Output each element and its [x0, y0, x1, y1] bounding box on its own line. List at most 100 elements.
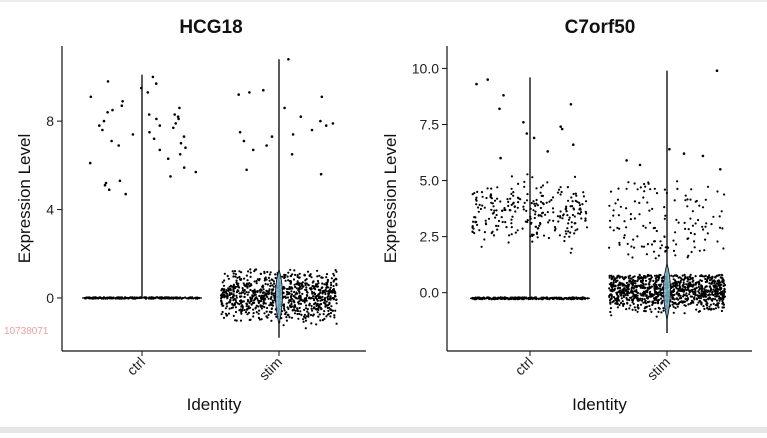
top-strip — [0, 0, 767, 2]
data-point — [301, 281, 304, 284]
data-point — [640, 245, 644, 248]
data-point — [301, 292, 304, 295]
data-point — [283, 309, 286, 312]
data-point-high — [169, 175, 172, 178]
data-point — [254, 307, 257, 310]
data-point — [569, 205, 572, 208]
data-point — [559, 186, 562, 189]
data-point — [305, 290, 309, 293]
data-point — [298, 284, 301, 287]
data-point — [541, 211, 545, 214]
data-point — [333, 316, 336, 319]
data-point — [684, 227, 687, 230]
data-point-high — [237, 93, 240, 96]
group-stim — [608, 69, 727, 334]
data-point — [617, 187, 620, 190]
data-point — [311, 290, 314, 294]
data-point — [332, 288, 335, 291]
data-point — [227, 289, 230, 292]
data-point — [243, 292, 246, 295]
data-point — [239, 299, 242, 302]
data-point — [481, 204, 484, 207]
data-point — [720, 309, 724, 313]
data-point — [649, 188, 652, 191]
data-point — [552, 211, 555, 214]
data-point — [659, 293, 663, 296]
data-point — [708, 274, 711, 277]
data-point — [693, 233, 696, 236]
data-point — [657, 274, 661, 278]
data-point — [694, 222, 697, 225]
data-point — [655, 315, 658, 318]
data-point — [232, 285, 235, 288]
data-point — [264, 276, 267, 279]
data-point — [686, 277, 690, 280]
data-point — [709, 287, 713, 290]
data-point — [531, 240, 534, 243]
data-point — [654, 301, 657, 304]
data-point — [636, 291, 640, 295]
data-point — [231, 296, 235, 299]
data-point — [718, 297, 721, 300]
data-point — [248, 285, 251, 288]
data-point — [687, 303, 690, 306]
data-point — [233, 303, 236, 306]
data-point — [642, 245, 646, 248]
data-point — [298, 306, 301, 310]
data-point — [651, 207, 654, 210]
data-point-high — [502, 94, 505, 97]
data-point — [539, 206, 543, 210]
data-point — [270, 291, 273, 294]
data-point — [682, 278, 685, 281]
data-point — [659, 240, 662, 243]
data-point — [293, 306, 296, 309]
data-point — [616, 303, 619, 306]
data-point — [330, 308, 333, 312]
data-point — [721, 302, 724, 305]
data-point — [542, 234, 546, 237]
data-point — [644, 310, 647, 313]
data-point — [475, 203, 478, 206]
data-point — [238, 303, 241, 306]
data-point — [721, 306, 724, 309]
data-point — [706, 185, 710, 188]
data-point — [299, 295, 302, 298]
data-point — [687, 228, 690, 231]
data-point — [661, 294, 664, 298]
data-point — [682, 290, 686, 293]
data-point — [675, 243, 678, 246]
data-point — [540, 186, 543, 189]
data-point — [269, 284, 272, 288]
data-point — [670, 274, 673, 277]
data-point — [567, 218, 571, 221]
data-point — [306, 270, 310, 273]
data-point — [684, 199, 687, 202]
data-point — [309, 313, 313, 317]
data-point — [634, 309, 637, 312]
data-point — [700, 301, 703, 304]
data-point — [257, 301, 260, 304]
data-point — [256, 297, 259, 300]
data-point — [632, 238, 635, 241]
data-point — [270, 278, 273, 281]
data-point — [306, 310, 309, 313]
data-point — [703, 249, 706, 252]
data-point — [621, 303, 625, 306]
data-point — [709, 282, 712, 285]
data-point — [225, 292, 228, 295]
data-point — [247, 291, 250, 294]
data-point — [681, 274, 684, 277]
data-point — [317, 306, 320, 309]
data-point — [239, 319, 243, 322]
data-point-high — [265, 144, 268, 147]
data-point — [299, 302, 302, 305]
data-point — [537, 214, 540, 217]
data-point — [676, 187, 679, 190]
data-point — [523, 201, 526, 204]
data-point — [258, 309, 261, 312]
data-point-high — [176, 115, 180, 118]
data-point-high — [174, 122, 177, 125]
data-point — [700, 279, 704, 282]
data-point — [691, 288, 694, 291]
data-point — [259, 291, 262, 294]
